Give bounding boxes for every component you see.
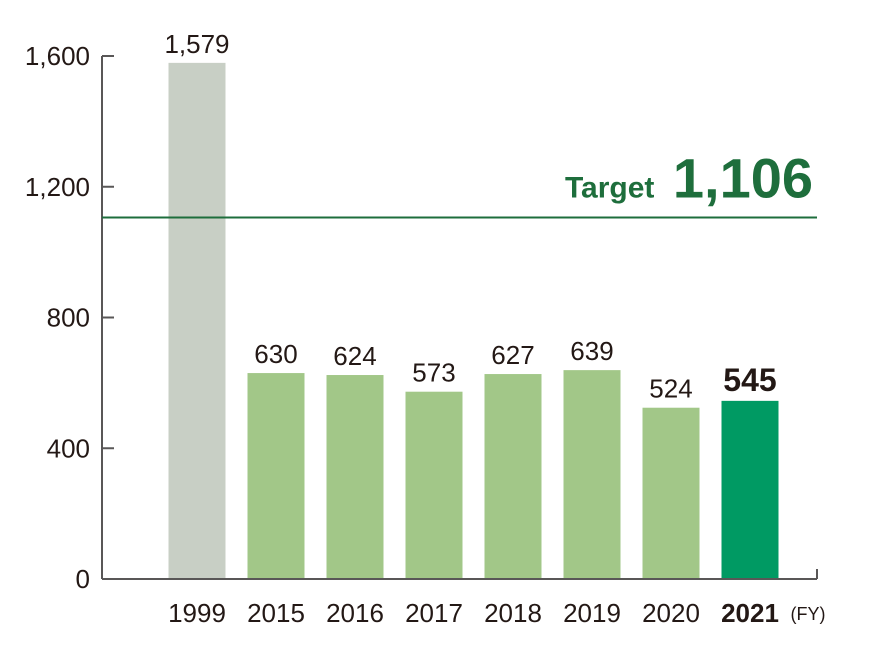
value-label-2019: 639	[570, 336, 613, 366]
x-axis: 1999 2015 2016 2017 2018 2019 2020 2021 (FY)	[102, 578, 826, 628]
value-label-2016: 624	[333, 341, 376, 371]
value-label-2018: 627	[491, 340, 534, 370]
bar-1999	[168, 62, 226, 579]
target-value: 1,106	[673, 146, 813, 209]
target-label: Target 1,106	[565, 146, 813, 209]
x-label-1999: 1999	[168, 598, 226, 628]
x-label-2016: 2016	[326, 598, 384, 628]
value-labels: 1,579 630 624 573 627 639 524 545	[164, 29, 776, 404]
bars	[168, 62, 779, 579]
value-label-1999: 1,579	[164, 29, 229, 59]
bar-2018	[484, 374, 542, 579]
x-labels: 1999 2015 2016 2017 2018 2019 2020 2021	[168, 598, 779, 628]
value-label-2017: 573	[412, 358, 455, 388]
value-label-2020: 524	[649, 374, 692, 404]
y-tick-label: 400	[47, 433, 90, 463]
x-label-2018: 2018	[484, 598, 542, 628]
bar-2020	[642, 407, 700, 579]
bar-2021	[721, 400, 779, 579]
x-unit-label: (FY)	[791, 604, 826, 624]
bar-2019	[563, 370, 621, 579]
bar-2015	[247, 373, 305, 579]
x-label-2017: 2017	[405, 598, 463, 628]
value-label-2015: 630	[254, 339, 297, 369]
x-label-2020: 2020	[642, 598, 700, 628]
bar-2016	[326, 375, 384, 579]
x-label-2015: 2015	[247, 598, 305, 628]
y-tick-label: 0	[76, 564, 90, 594]
value-label-2021: 545	[723, 362, 776, 398]
y-tick-label: 1,600	[25, 41, 90, 71]
y-axis: 0 400 800 1,200 1,600	[25, 41, 818, 594]
y-tick-label: 800	[47, 303, 90, 333]
target-word: Target	[565, 171, 654, 204]
bar-2017	[405, 391, 463, 579]
y-ticks: 0 400 800 1,200 1,600	[25, 41, 818, 594]
target-annotation: Target 1,106	[102, 146, 817, 219]
x-label-2021: 2021	[721, 598, 779, 628]
y-tick-label: 1,200	[25, 172, 90, 202]
x-label-2019: 2019	[563, 598, 621, 628]
